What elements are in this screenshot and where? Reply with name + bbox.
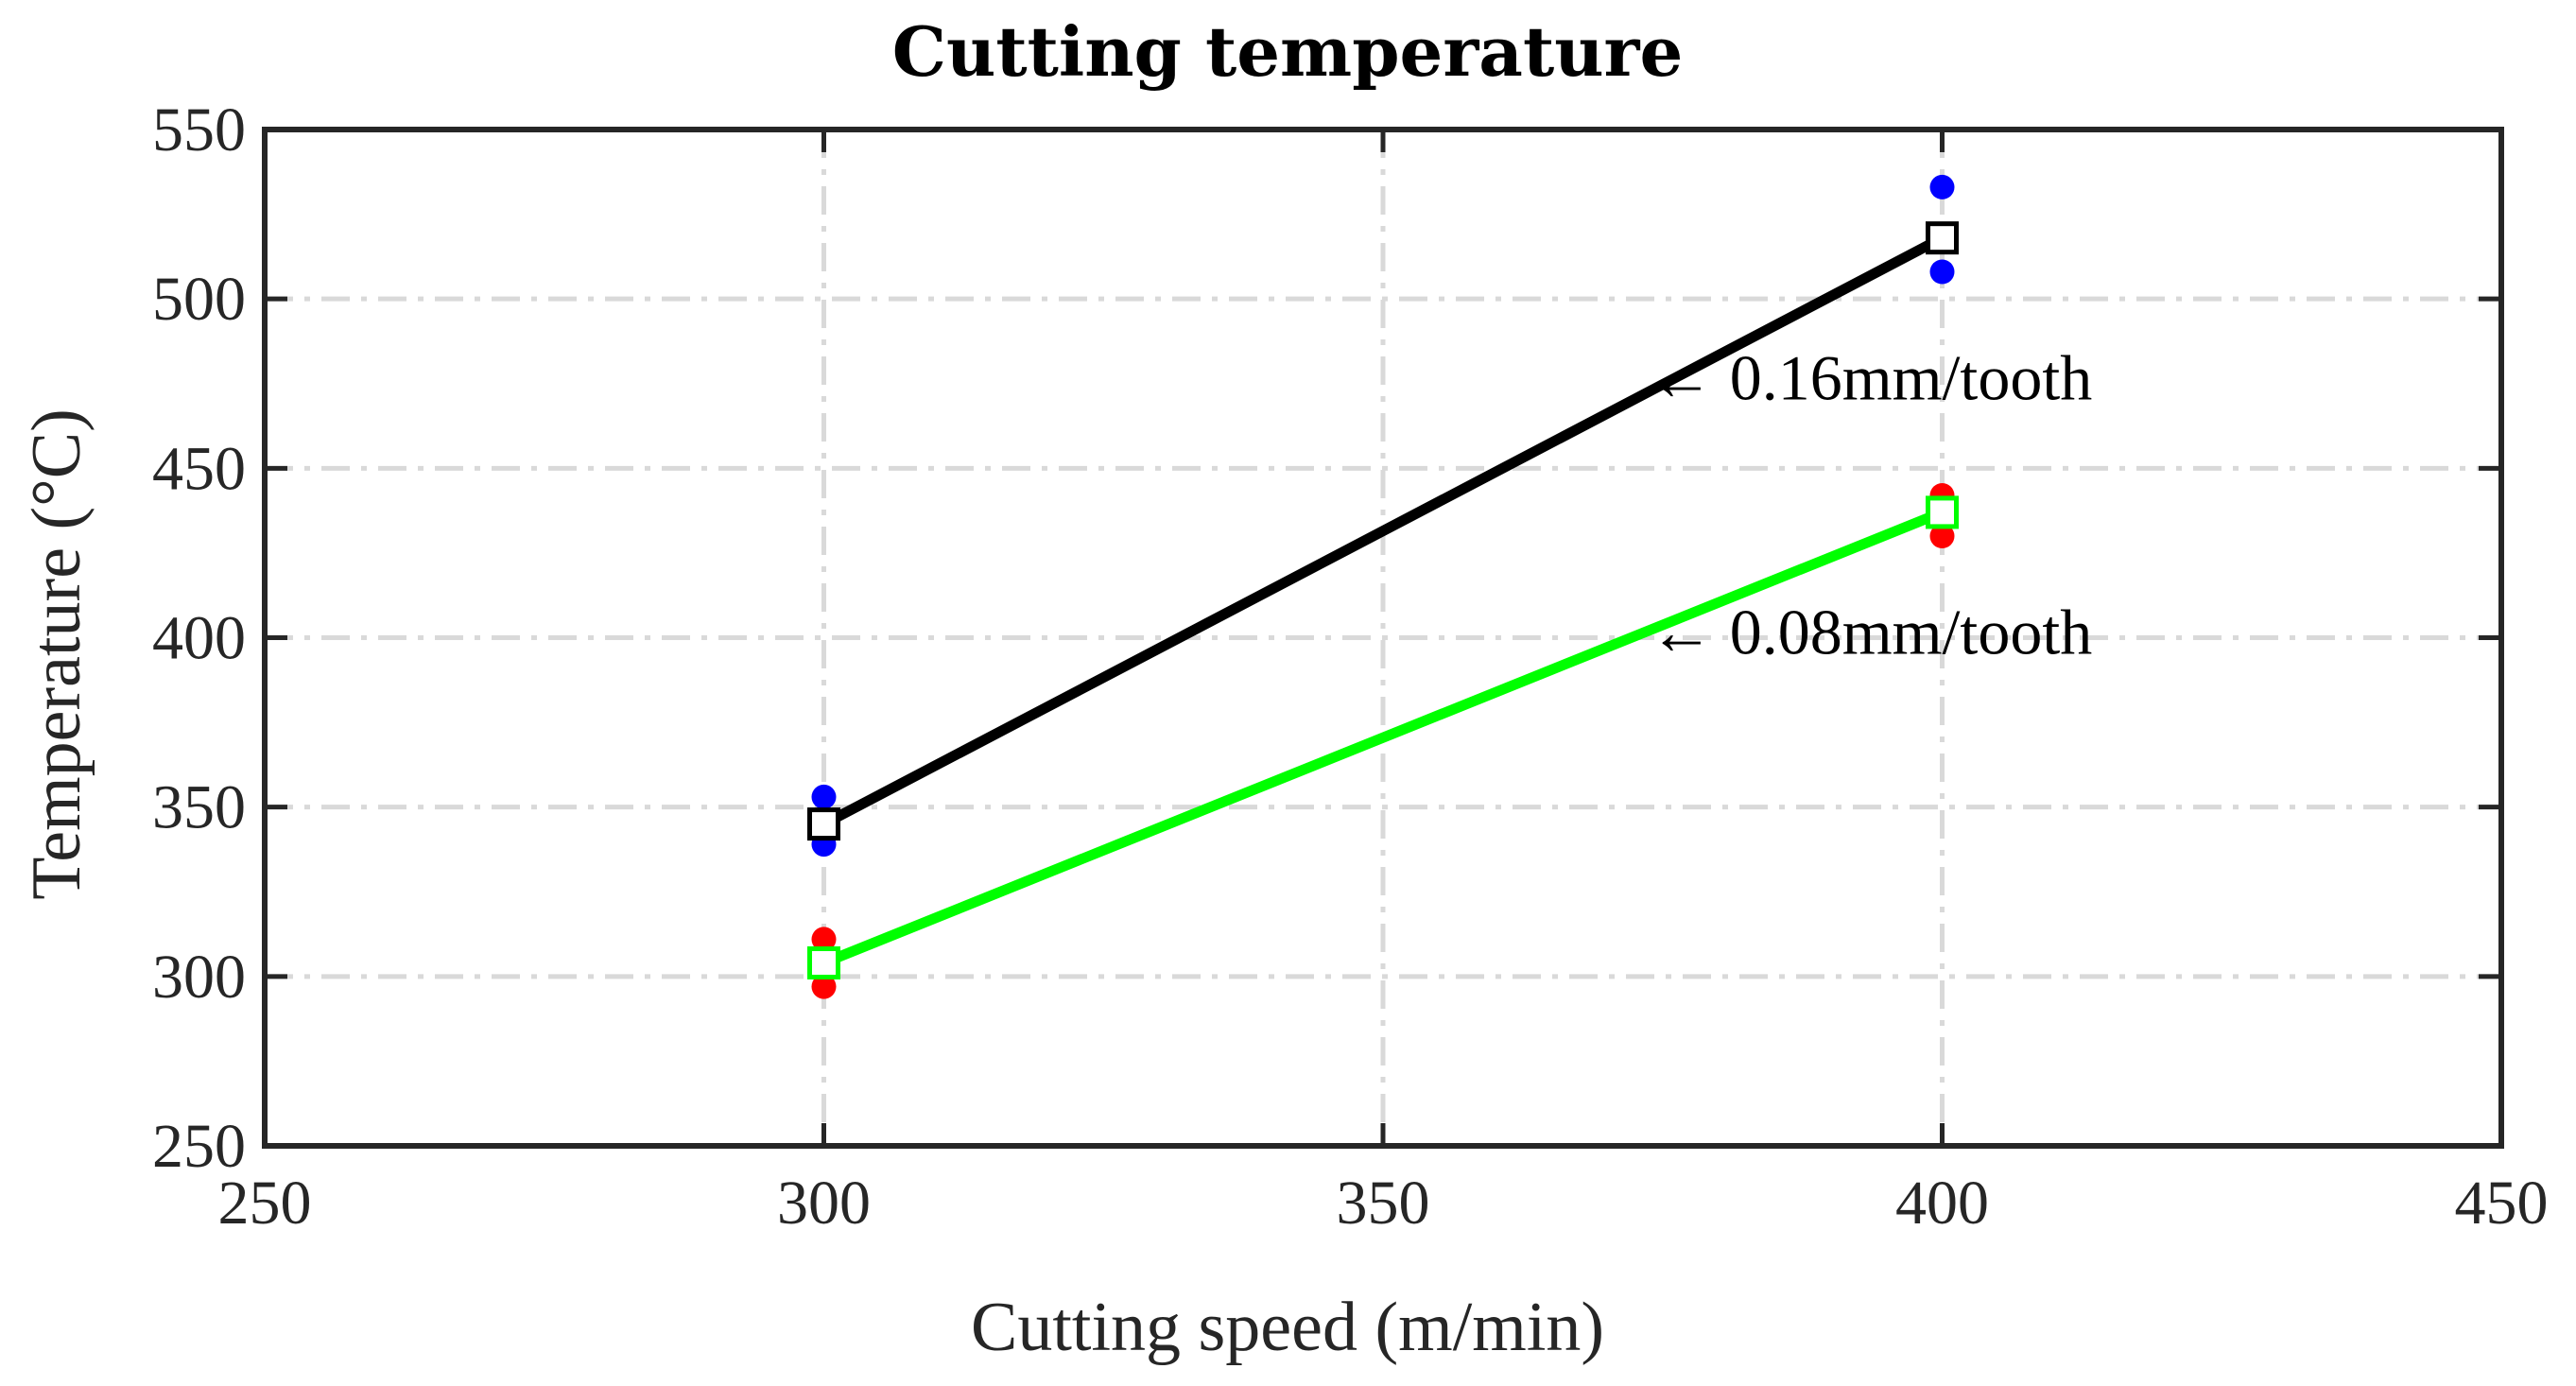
y-axis-label: Temperature (°C) — [18, 408, 95, 900]
annotation-layer: ← 0.16mm/tooth ← 0.08mm/tooth — [1650, 342, 2092, 668]
tick-layer: 250 300 350 400 450 250 300 350 400 450 500 550 — [152, 95, 2549, 1238]
x-tick-label: 400 — [1895, 1169, 1989, 1238]
series-annotation: ← 0.16mm/tooth — [1650, 342, 2092, 414]
mean-square-marker — [1926, 495, 1959, 529]
x-tick-label: 300 — [777, 1169, 871, 1238]
y-tick-label: 400 — [152, 604, 246, 673]
x-axis-label: Cutting speed (m/min) — [971, 1289, 1604, 1366]
mean-square-marker — [807, 946, 840, 979]
y-tick-label: 300 — [152, 943, 246, 1012]
data-points — [807, 174, 1959, 999]
replicate-point — [1929, 174, 1955, 199]
series-line-0 — [819, 233, 1947, 830]
replicate-point — [811, 927, 837, 952]
mean-square-marker — [807, 807, 840, 841]
y-tick-label: 350 — [152, 773, 246, 842]
series-annotation: ← 0.08mm/tooth — [1650, 596, 2092, 667]
x-tick-label: 450 — [2455, 1169, 2549, 1238]
chart-title: Cutting temperature — [892, 11, 1684, 92]
replicate-point — [1929, 524, 1955, 548]
y-tick-label: 450 — [152, 434, 246, 503]
y-tick-label: 250 — [152, 1112, 246, 1181]
x-tick-label: 350 — [1337, 1169, 1430, 1238]
replicate-point — [811, 784, 837, 809]
mean-square-marker — [1926, 221, 1959, 255]
x-tick-label: 250 — [218, 1169, 312, 1238]
y-tick-label: 550 — [152, 95, 246, 165]
series-line-1 — [819, 507, 1947, 968]
grid-layer — [265, 130, 2501, 1146]
replicate-point — [1929, 259, 1955, 285]
series-lines — [819, 233, 1947, 968]
replicate-point — [811, 974, 837, 999]
y-tick-label: 500 — [152, 265, 246, 334]
